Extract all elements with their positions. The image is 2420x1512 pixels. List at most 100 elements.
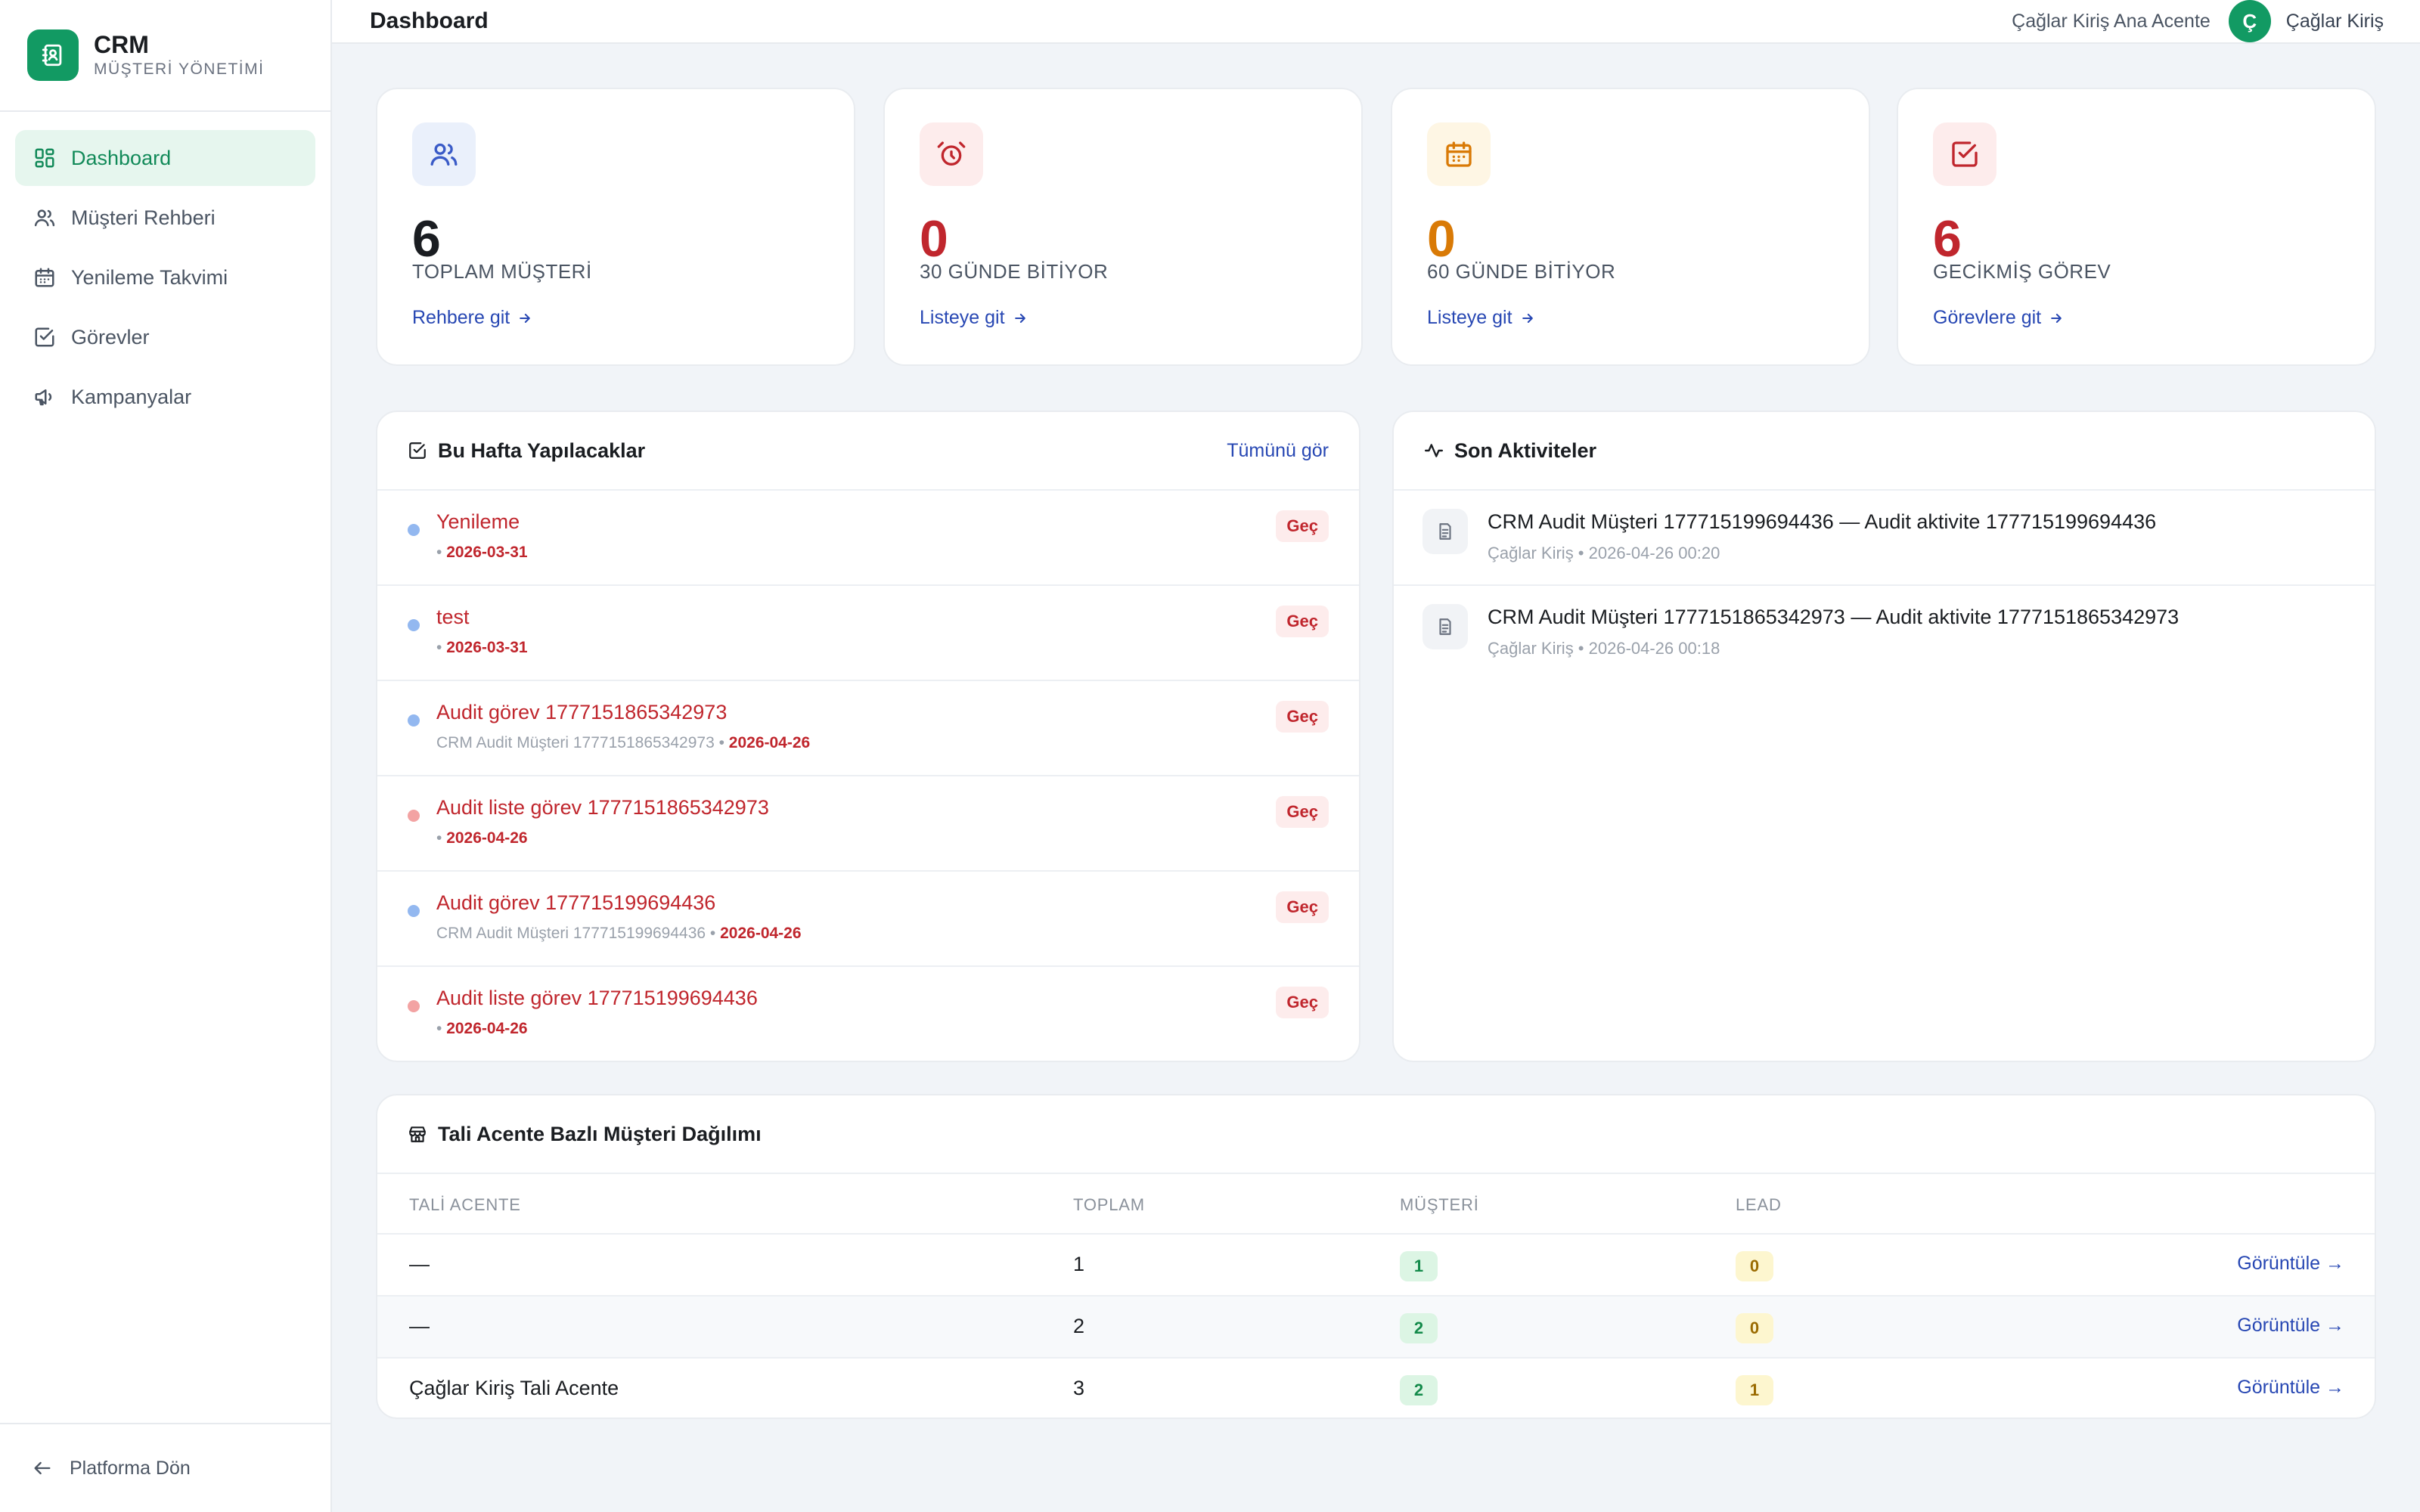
task-row[interactable]: test • 2026-03-31 Geç [377, 586, 1359, 681]
task-date: 2026-04-26 [446, 829, 528, 847]
priority-dot [408, 714, 420, 727]
stat-card-total-customers: 6 TOPLAM MÜŞTERİ Rehbere git [376, 88, 855, 366]
priority-dot [408, 810, 420, 822]
megaphone-icon [33, 386, 56, 408]
activity-title: CRM Audit Müşteri 177715199694436 — Audi… [1488, 510, 2157, 533]
sidebar-item-label: Müşteri Rehberi [71, 206, 216, 229]
users-icon [412, 122, 476, 186]
sidebar-item-label: Dashboard [71, 146, 172, 169]
checkbox-icon [408, 441, 427, 460]
task-meta: • 2026-03-31 [436, 639, 528, 656]
sidebar-item-renewals[interactable]: Yenileme Takvimi [15, 249, 315, 305]
sidebar-item-tasks[interactable]: Görevler [15, 309, 315, 365]
sidebar: CRM MÜŞTERİ YÖNETİMİ Dashboard Müşteri R… [0, 0, 332, 1512]
task-date: 2026-03-31 [446, 639, 528, 656]
table-row: Çağlar Kiriş Tali Acente 3 2 1 Görüntüle… [377, 1359, 2375, 1418]
customer-count-badge: 2 [1400, 1375, 1438, 1405]
lead-count-badge: 0 [1736, 1251, 1773, 1281]
sidebar-item-campaigns[interactable]: Kampanyalar [15, 369, 315, 425]
task-list: Yenileme • 2026-03-31 Geç test • 2026-03… [377, 491, 1359, 1062]
stat-value: 0 [920, 210, 948, 268]
arrow-right-icon [517, 311, 532, 326]
stat-value: 6 [412, 210, 441, 268]
task-customer: CRM Audit Müşteri 1777151865342973 [436, 734, 715, 751]
task-date: 2026-04-26 [446, 1020, 528, 1037]
stat-label: GECİKMİŞ GÖREV [1933, 260, 2111, 283]
task-row[interactable]: Audit liste görev 177715199694436 • 2026… [377, 967, 1359, 1062]
task-title[interactable]: Audit görev 1777151865342973 [436, 701, 728, 723]
column-header: TOPLAM [1073, 1195, 1145, 1214]
users-icon [33, 206, 56, 229]
table-row: — 2 2 0 Görüntüle → [377, 1297, 2375, 1359]
panel-title: Bu Hafta Yapılacaklar [438, 438, 646, 462]
task-title[interactable]: Audit liste görev 1777151865342973 [436, 796, 769, 819]
sidebar-item-customers[interactable]: Müşteri Rehberi [15, 190, 315, 246]
stat-link[interactable]: Listeye git [920, 307, 1028, 329]
task-row[interactable]: Audit görev 177715199694436 CRM Audit Mü… [377, 872, 1359, 967]
stat-link-label: Listeye git [920, 307, 1005, 328]
total-cell: 1 [1073, 1253, 1085, 1275]
arrow-left-icon [32, 1458, 53, 1479]
avatar[interactable]: Ç [2228, 0, 2271, 42]
brand-name: CRM [94, 31, 149, 58]
document-icon [1423, 509, 1468, 554]
activity-meta: Çağlar Kiriş • 2026-04-26 00:18 [1488, 639, 1720, 658]
checkbox-icon [1933, 122, 1996, 186]
dashboard-icon [33, 147, 56, 169]
stat-link[interactable]: Görevlere git [1933, 307, 2064, 329]
task-title[interactable]: Audit görev 177715199694436 [436, 891, 716, 914]
checkbox-icon [33, 326, 56, 349]
customer-count-badge: 2 [1400, 1313, 1438, 1343]
task-customer: CRM Audit Müşteri 177715199694436 [436, 925, 706, 942]
stat-link[interactable]: Rehbere git [412, 307, 532, 329]
brand[interactable]: CRM MÜŞTERİ YÖNETİMİ [0, 0, 330, 112]
task-title[interactable]: Audit liste görev 177715199694436 [436, 987, 758, 1009]
view-link[interactable]: Görüntüle → [2237, 1253, 2344, 1274]
table-header: TALİ ACENTE TOPLAM MÜŞTERİ LEAD [377, 1174, 2375, 1235]
task-row[interactable]: Audit görev 1777151865342973 CRM Audit M… [377, 681, 1359, 776]
recent-activities-panel: Son Aktiviteler CRM Audit Müşteri 177715… [1392, 411, 2376, 1062]
stat-label: 30 GÜNDE BİTİYOR [920, 260, 1109, 283]
priority-dot [408, 1000, 420, 1012]
task-row[interactable]: Yenileme • 2026-03-31 Geç [377, 491, 1359, 586]
task-date: 2026-04-26 [720, 925, 802, 942]
lead-count-badge: 1 [1736, 1375, 1773, 1405]
task-title[interactable]: test [436, 606, 470, 628]
stat-card-overdue-tasks: 6 GECİKMİŞ GÖREV Görevlere git [1897, 88, 2376, 366]
user-name[interactable]: Çağlar Kiriş [2285, 10, 2384, 32]
stat-label: TOPLAM MÜŞTERİ [412, 260, 592, 283]
view-link[interactable]: Görüntüle → [2237, 1315, 2344, 1336]
sidebar-nav: Dashboard Müşteri Rehberi Yenileme Takvi… [0, 112, 330, 425]
stat-link-label: Listeye git [1427, 307, 1512, 328]
arrow-right-icon [2049, 311, 2064, 326]
arrow-right-icon [1013, 311, 1028, 326]
task-meta: • 2026-04-26 [436, 829, 528, 847]
calendar-icon [33, 266, 56, 289]
column-header: TALİ ACENTE [409, 1195, 521, 1214]
see-all-link[interactable]: Tümünü gör [1227, 439, 1329, 461]
priority-dot [408, 905, 420, 917]
priority-dot [408, 619, 420, 631]
column-header: LEAD [1736, 1195, 1782, 1214]
panel-title: Tali Acente Bazlı Müşteri Dağılımı [438, 1122, 762, 1145]
sidebar-item-dashboard[interactable]: Dashboard [15, 130, 315, 186]
page-title: Dashboard [370, 8, 489, 33]
status-badge: Geç [1276, 987, 1329, 1018]
task-row[interactable]: Audit liste görev 1777151865342973 • 202… [377, 776, 1359, 872]
activity-row[interactable]: CRM Audit Müşteri 1777151865342973 — Aud… [1394, 586, 2375, 681]
activity-title: CRM Audit Müşteri 1777151865342973 — Aud… [1488, 606, 2180, 628]
calendar-icon [1427, 122, 1491, 186]
task-title[interactable]: Yenileme [436, 510, 520, 533]
task-date: 2026-03-31 [446, 544, 528, 561]
back-to-platform-link[interactable]: Platforma Dön [0, 1423, 330, 1512]
total-cell: 2 [1073, 1315, 1085, 1337]
table-row: — 1 1 0 Görüntüle → [377, 1235, 2375, 1297]
stat-link[interactable]: Listeye git [1427, 307, 1535, 329]
alarm-clock-icon [920, 122, 983, 186]
activity-row[interactable]: CRM Audit Müşteri 177715199694436 — Audi… [1394, 491, 2375, 586]
status-badge: Geç [1276, 796, 1329, 828]
view-link[interactable]: Görüntüle → [2237, 1377, 2344, 1398]
task-meta: CRM Audit Müşteri 177715199694436 • 2026… [436, 925, 802, 942]
document-icon [1423, 604, 1468, 649]
arrow-right-icon [1520, 311, 1535, 326]
